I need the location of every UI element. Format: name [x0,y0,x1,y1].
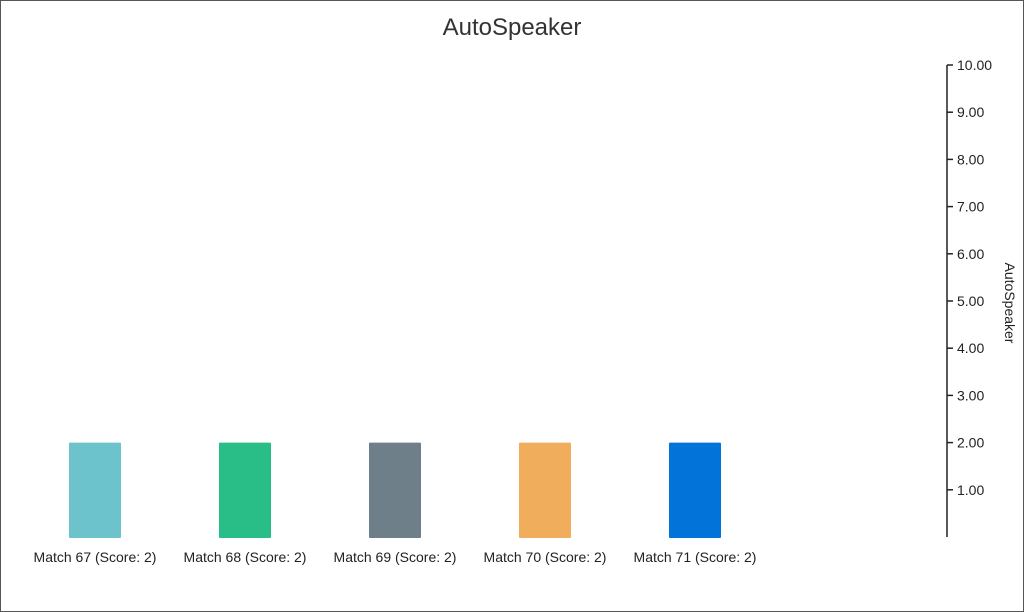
y-axis-title: AutoSpeaker [1002,263,1018,344]
category-labels: Match 67 (Score: 2) Match 68 (Score: 2) Ma… [34,549,757,565]
category-label-5: Match 71 (Score: 2) [634,549,757,565]
category-label-2: Match 68 (Score: 2) [184,549,307,565]
category-label-3: Match 69 (Score: 2) [334,549,457,565]
y-tick-label: 7.00 [957,199,984,215]
y-tick-label: 9.00 [957,104,984,120]
y-tick-label: 3.00 [957,387,984,403]
y-tick-label: 5.00 [957,293,984,309]
y-tick-label: 2.00 [957,435,984,451]
bar-2[interactable] [219,442,271,538]
y-tick-label: 6.00 [957,246,984,262]
y-axis: 1.00 2.00 3.00 4.00 5.00 6.00 7.00 8.00 9.00 10.0… [946,57,992,537]
bar-group [69,442,721,538]
bar-5[interactable] [669,442,721,538]
y-tick-label: 4.00 [957,340,984,356]
bar-3[interactable] [369,442,421,538]
category-label-1: Match 67 (Score: 2) [34,549,157,565]
chart-title: AutoSpeaker [443,14,582,41]
category-label-4: Match 70 (Score: 2) [484,549,607,565]
y-tick-label: 8.00 [957,151,984,167]
bar-1[interactable] [69,442,121,538]
y-tick-label: 10.00 [957,57,992,73]
bar-4[interactable] [519,442,571,538]
y-tick-label: 1.00 [957,482,984,498]
